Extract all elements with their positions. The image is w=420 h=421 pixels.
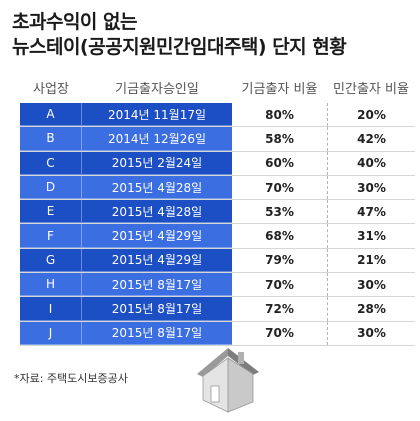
cell-site: G xyxy=(20,248,82,273)
cell-private-ratio: 31% xyxy=(327,224,415,248)
cell-public-ratio: 70% xyxy=(265,277,294,292)
cell-public-ratio: 53% xyxy=(265,204,294,219)
table-row: J 2015년 8월17일 70% 30% xyxy=(20,321,415,346)
table-row: C 2015년 2월24일 60% 40% xyxy=(20,151,415,176)
cell-site: C xyxy=(20,151,82,175)
table-row: B 2014년 12월26일 58% 42% xyxy=(20,127,415,152)
cell-private-ratio: 21% xyxy=(327,248,415,273)
cell-public-ratio: 60% xyxy=(265,156,294,171)
header-public-ratio: 기금출자 비율 xyxy=(241,82,318,97)
cell-site: E xyxy=(20,200,82,224)
title-line-1: 초과수익이 없는 xyxy=(12,11,137,33)
cell-site: I xyxy=(20,297,82,321)
cell-date: 2015년 8월17일 xyxy=(82,273,232,297)
cell-private-ratio: 42% xyxy=(327,127,415,151)
header-date: 기금출자승인일 xyxy=(115,82,199,97)
cell-private-ratio: 28% xyxy=(327,297,415,321)
table-header: 사업장 기금출자승인일 기금출자 비율 민간출자 비율 xyxy=(20,75,415,99)
cell-site: F xyxy=(20,224,82,248)
cell-date: 2015년 4월29일 xyxy=(82,248,232,273)
table-row: I 2015년 8월17일 72% 28% xyxy=(20,297,415,322)
cell-public-ratio: 70% xyxy=(265,180,294,195)
cell-public-ratio: 79% xyxy=(265,253,294,268)
cell-public-ratio: 58% xyxy=(265,131,294,146)
cell-date: 2015년 8월17일 xyxy=(82,321,232,345)
cell-private-ratio: 20% xyxy=(327,103,415,127)
cell-site: B xyxy=(20,127,82,151)
title-line-2: 뉴스테이(공공지원민간임대주택) 단지 현황 xyxy=(12,36,347,58)
cell-date: 2015년 4월29일 xyxy=(82,224,232,248)
data-table: A 2014년 11월17일 80% 20% B 2014년 12월26일 58… xyxy=(20,103,415,346)
source-note: *자료: 주택도시보증공사 xyxy=(14,372,128,385)
table-row: D 2015년 4월28일 70% 30% xyxy=(20,175,415,201)
header-private-ratio: 민간출자 비율 xyxy=(333,82,409,97)
table-row: A 2014년 11월17일 80% 20% xyxy=(20,103,415,128)
cell-public-ratio: 80% xyxy=(265,107,294,122)
cell-date: 2014년 11월17일 xyxy=(82,103,232,127)
title-block: 초과수익이 없는 뉴스테이(공공지원민간임대주택) 단지 현황 xyxy=(12,10,347,60)
cell-site: H xyxy=(20,273,82,297)
cell-date: 2015년 4월28일 xyxy=(82,175,232,200)
cell-date: 2015년 4월28일 xyxy=(82,200,232,224)
cell-site: A xyxy=(20,103,82,127)
cell-private-ratio: 30% xyxy=(327,273,415,297)
table-row: H 2015년 8월17일 70% 30% xyxy=(20,273,415,298)
cell-date: 2015년 8월17일 xyxy=(82,297,232,321)
cell-public-ratio: 72% xyxy=(265,302,294,317)
cell-date: 2015년 2월24일 xyxy=(82,151,232,175)
cell-private-ratio: 40% xyxy=(327,151,415,175)
table-row: E 2015년 4월28일 53% 47% xyxy=(20,200,415,225)
table-row: F 2015년 4월29일 68% 31% xyxy=(20,224,415,249)
cell-private-ratio: 30% xyxy=(327,175,415,200)
cell-public-ratio: 68% xyxy=(265,229,294,244)
cell-site: D xyxy=(20,175,82,200)
cell-site: J xyxy=(20,321,82,345)
house-icon xyxy=(197,348,259,413)
cell-public-ratio: 70% xyxy=(265,326,294,341)
cell-date: 2014년 12월26일 xyxy=(82,127,232,151)
cell-private-ratio: 30% xyxy=(327,321,415,345)
header-site: 사업장 xyxy=(33,82,69,97)
cell-private-ratio: 47% xyxy=(327,200,415,224)
table-row: G 2015년 4월29일 79% 21% xyxy=(20,248,415,274)
